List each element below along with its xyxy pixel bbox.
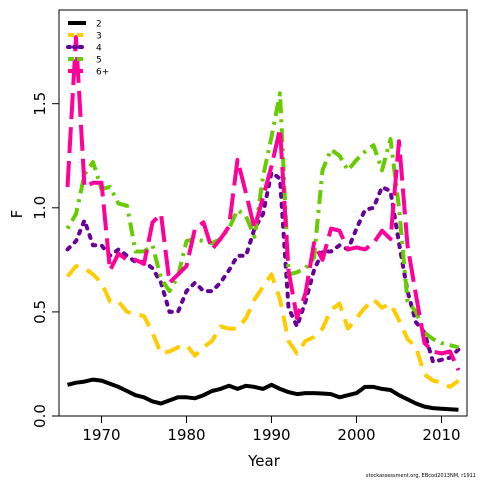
- x-tick-label: 1970: [82, 426, 120, 444]
- x-axis: 1970 1980 1990 2000 2010: [82, 415, 461, 444]
- x-axis-title: Year: [247, 452, 281, 470]
- series-line-1: [67, 377, 459, 412]
- legend-label-4: 5: [96, 56, 102, 66]
- legend-label-3: 4: [96, 44, 102, 54]
- x-tick-label: 1990: [252, 426, 290, 444]
- series-line-2: [65, 264, 460, 389]
- x-tick-label: 1980: [167, 426, 205, 444]
- y-tick-label: 1.0: [31, 196, 49, 220]
- credit-text: stockassessment.org, EBcod2013NM, r1911: [366, 473, 476, 479]
- legend-label-5: 6+: [96, 68, 109, 78]
- y-axis-title: F: [8, 210, 26, 219]
- series-line-5: [65, 35, 461, 372]
- legend: 2 3 4 5 6+: [66, 20, 109, 78]
- legend-label-1: 2: [96, 20, 102, 30]
- y-axis: 0.0 0.5 1.0 1.5: [31, 92, 60, 428]
- y-tick-label: 1.5: [31, 92, 49, 116]
- x-tick-label: 2000: [337, 426, 375, 444]
- y-tick-label: 0.5: [31, 300, 49, 324]
- series-layer: [65, 35, 461, 412]
- y-tick-label: 0.0: [31, 404, 49, 428]
- x-tick-label: 2010: [422, 426, 460, 444]
- legend-label-2: 3: [96, 32, 102, 42]
